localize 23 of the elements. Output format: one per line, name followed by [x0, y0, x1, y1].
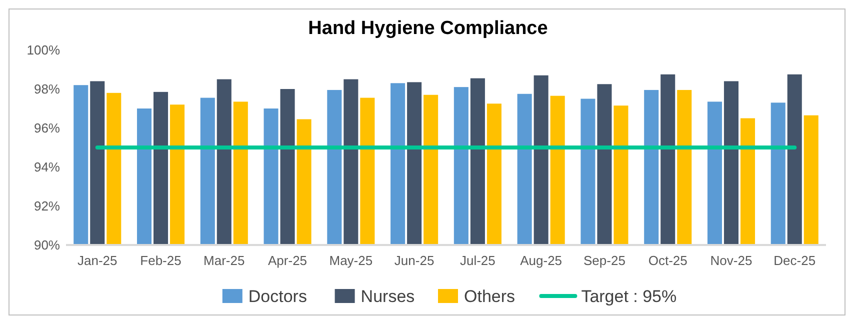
legend-label: Nurses [360, 286, 415, 306]
x-tick-label: Jan-25 [78, 253, 118, 268]
x-tick-label: Mar-25 [204, 253, 245, 268]
x-tick-label: Aug-25 [520, 253, 562, 268]
y-tick-label: 92% [34, 198, 60, 214]
y-tick-label: 90% [34, 238, 60, 253]
y-tick-label: 98% [34, 82, 60, 97]
x-tick-label: Sep-25 [584, 253, 626, 268]
x-tick-label: Jul-25 [460, 253, 496, 268]
y-tick-label: 96% [34, 120, 60, 136]
y-tick-label: 94% [34, 160, 60, 175]
legend-label: Target : 95% [581, 286, 677, 306]
chart-title: Hand Hygiene Compliance [308, 18, 548, 39]
y-tick-label: 100% [26, 42, 60, 58]
x-tick-label: Apr-25 [268, 253, 308, 268]
legend-label: Others [464, 286, 516, 306]
x-tick-label: May-25 [329, 253, 373, 268]
x-tick-label: Nov-25 [710, 253, 752, 268]
x-tick-label: Dec-25 [774, 253, 816, 268]
x-tick-label: Oct-25 [648, 253, 688, 268]
x-tick-label: Jun-25 [394, 253, 434, 268]
x-tick-label: Feb-25 [140, 253, 182, 268]
legend-label: Doctors [248, 286, 307, 306]
